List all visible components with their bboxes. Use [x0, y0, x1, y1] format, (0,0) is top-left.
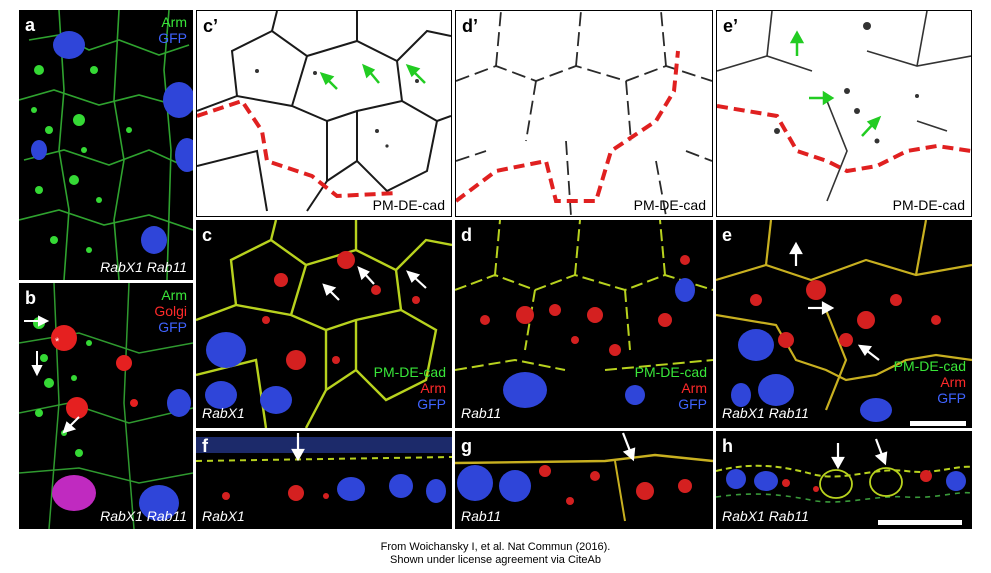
panel-b-genotype: RabX1 Rab11: [100, 508, 187, 524]
panel-d-genotype: Rab11: [461, 405, 502, 421]
panel-e-channel-gfp: GFP: [937, 390, 966, 406]
svg-text:*: *: [55, 336, 60, 348]
panel-d-channel-pm-de-cad: PM-DE-cad: [634, 364, 707, 380]
panel-d-prime-stain: PM-DE-cad: [633, 197, 706, 213]
panel-a: a Arm GFP RabX1 Rab11: [19, 10, 193, 280]
image-credit: From Woichansky I, et al. Nat Commun (20…: [0, 541, 991, 567]
panel-f-genotype: RabX1: [202, 508, 245, 524]
panel-e-prime-stain: PM-DE-cad: [892, 197, 965, 213]
panel-a-letter: a: [25, 15, 36, 35]
panel-e-channel-legend: PM-DE-cad Arm GFP: [894, 358, 966, 406]
panel-g-micrograph: [455, 432, 713, 522]
image-credit-line-1: From Woichansky I, et al. Nat Commun (20…: [380, 541, 611, 553]
panel-e-scale-bar: [910, 421, 966, 426]
panel-g: g Rab11: [455, 431, 713, 529]
panel-h-letter: h: [722, 436, 733, 456]
panel-d: d PM-DE-cad Arm GFP Rab11: [455, 220, 713, 428]
panel-d-micrograph: [455, 220, 713, 408]
panel-h-micrograph: [716, 438, 972, 503]
panel-e-channel-arm: Arm: [940, 374, 966, 390]
panel-c-prime-stain: PM-DE-cad: [372, 197, 445, 213]
panel-c-prime-letter: c’: [203, 16, 219, 36]
panel-a-channel-gfp: GFP: [158, 30, 187, 46]
panel-e-micrograph: [716, 220, 972, 422]
panel-c-channel-gfp: GFP: [417, 396, 446, 412]
panel-a-genotype: RabX1 Rab11: [100, 259, 187, 275]
panel-c-letter: c: [202, 225, 213, 245]
panel-d-prime: d’ PM-DE-cad: [455, 10, 713, 217]
panel-d-prime-letter: d’: [462, 16, 478, 36]
panel-e-prime-micrograph: [717, 11, 971, 202]
panel-e-prime-letter: e’: [723, 16, 739, 36]
panel-c-channel-pm-de-cad: PM-DE-cad: [373, 364, 446, 380]
panel-c-prime-micrograph: [197, 11, 451, 212]
panel-g-genotype: Rab11: [461, 508, 502, 524]
panel-f-micrograph: [196, 433, 452, 503]
panel-d-prime-micrograph: [456, 11, 712, 216]
panel-c-channel-arm: Arm: [420, 380, 446, 396]
panel-h-genotype: RabX1 Rab11: [722, 508, 809, 524]
panel-b-micrograph: *: [19, 283, 193, 529]
panel-c-prime: c’ PM-DE-cad: [196, 10, 452, 217]
panel-h: h RabX1 Rab11: [716, 431, 972, 529]
panel-b-letter: b: [25, 288, 36, 308]
panel-b-channel-gfp: GFP: [158, 319, 187, 335]
panel-e-channel-pm-de-cad: PM-DE-cad: [893, 358, 966, 374]
panel-a-channel-arm: Arm: [161, 14, 187, 30]
panel-d-letter: d: [461, 225, 472, 245]
panel-d-channel-gfp: GFP: [678, 396, 707, 412]
panel-g-letter: g: [461, 436, 472, 456]
panel-d-channel-arm: Arm: [681, 380, 707, 396]
panel-e-letter: e: [722, 225, 733, 245]
panel-b-channel-legend: Arm Golgi GFP: [154, 287, 187, 335]
panel-c-genotype: RabX1: [202, 405, 245, 421]
panel-b: * b Arm Golgi GFP RabX1 Rab11: [19, 283, 193, 529]
panel-b-channel-arm: Arm: [161, 287, 187, 303]
panel-c-channel-legend: PM-DE-cad Arm GFP: [374, 364, 446, 412]
panel-d-channel-legend: PM-DE-cad Arm GFP: [635, 364, 707, 412]
image-credit-line-2: Shown under license agreement via CiteAb: [390, 554, 601, 566]
panel-f: f RabX1: [196, 431, 452, 529]
panel-a-channel-legend: Arm GFP: [158, 14, 187, 46]
panel-h-scale-bar: [878, 520, 962, 525]
panel-b-channel-golgi: Golgi: [154, 303, 187, 319]
panel-e-prime: e’ PM-DE-cad: [716, 10, 972, 217]
panel-c-micrograph: [196, 220, 452, 428]
panel-e-genotype: RabX1 Rab11: [722, 405, 809, 421]
panel-f-letter: f: [202, 436, 208, 456]
panel-a-micrograph: [19, 10, 193, 280]
panel-e: e PM-DE-cad Arm GFP RabX1 Rab11: [716, 220, 972, 428]
panel-c: c PM-DE-cad Arm GFP RabX1: [196, 220, 452, 428]
